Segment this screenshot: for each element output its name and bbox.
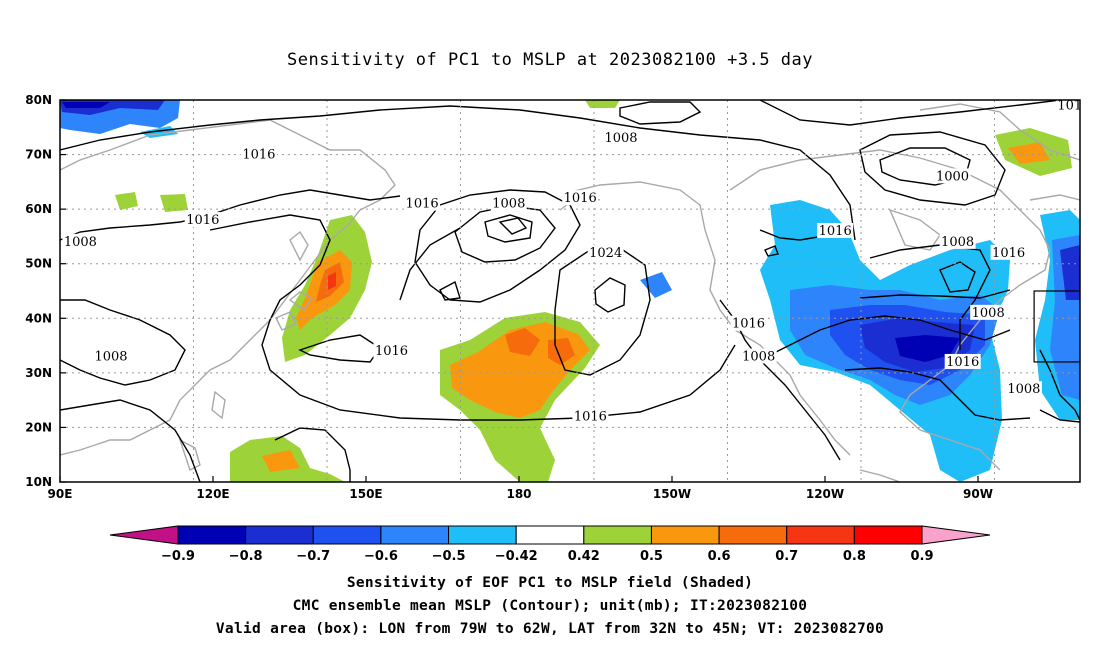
lon-tick-label: 90W [963, 487, 993, 501]
colorbar-swatch [853, 525, 923, 545]
colorbar-label: −0.7 [296, 549, 330, 564]
contour-label: 1008 [941, 235, 974, 250]
colorbar-swatch [177, 525, 247, 545]
contour-label: 1016 [819, 224, 852, 239]
colorbar-swatch [245, 525, 314, 545]
contour-label: 101 [1057, 98, 1082, 113]
colorbar-swatch [718, 525, 788, 545]
contour-label: 1016 [186, 213, 219, 228]
latitude-ticks: 80N 70N 60N 50N 40N 30N 20N 10N [25, 93, 66, 489]
contour-label-bg [404, 195, 441, 211]
contour-label-bg [587, 244, 624, 260]
contour-label-bg [373, 343, 410, 359]
contour-label: 1016 [732, 317, 765, 332]
contour-label: 1016 [242, 148, 275, 163]
contour-label-bg [240, 146, 277, 162]
lat-tick-label: 30N [25, 366, 52, 380]
contour-label: 1008 [64, 235, 97, 250]
contour-label-bg [490, 195, 527, 211]
contour-label: 1008 [94, 349, 127, 364]
colorbar-label: 0.7 [775, 549, 798, 564]
lat-tick-label: 70N [25, 148, 52, 162]
contour-label-bg [93, 348, 129, 364]
contour-label: 1016 [375, 344, 408, 359]
colorbar-label: 0.5 [640, 549, 663, 564]
colorbar-swatch [448, 525, 517, 545]
contour-label-bg [62, 233, 99, 249]
contour-label-bg [603, 130, 639, 146]
lon-tick-label: 120E [196, 487, 229, 501]
colorbar-label: 0.9 [910, 549, 933, 564]
contour-label: 1016 [406, 197, 439, 212]
colorbar-swatch [650, 525, 720, 545]
lat-tick-label: 10N [25, 475, 52, 489]
colorbar-extend-low [109, 525, 179, 545]
colorbar-label: −0.6 [364, 549, 398, 564]
caption-valid-area: Valid area (box): LON from 79W to 62W, L… [215, 621, 885, 637]
colorbar-label: −0.8 [229, 549, 263, 564]
colorbar-label: −0.42 [495, 549, 538, 564]
contour-label: 1008 [742, 349, 775, 364]
colorbar-swatch [583, 525, 652, 545]
longitude-ticks: 90E120E150E180150W120W90W60W [48, 476, 993, 501]
lat-tick-label: 40N [25, 311, 52, 325]
caption-shaded: Sensitivity of EOF PC1 to MSLP field (Sh… [346, 575, 754, 591]
contour-label: 1000 [936, 169, 969, 184]
lon-tick-label: 120W [806, 487, 844, 501]
lon-tick-label: 150E [349, 487, 382, 501]
lat-tick-label: 20N [25, 420, 52, 434]
contour-label: 1008 [604, 131, 637, 146]
contour-label-bg [1055, 100, 1080, 113]
contour-label: 1008 [1007, 382, 1040, 397]
lat-tick-label: 80N [25, 93, 52, 107]
contour-label-bg [990, 244, 1027, 260]
lat-tick-label: 60N [25, 202, 52, 216]
coastlines [60, 103, 1080, 482]
colorbar-label: −0.9 [161, 549, 195, 564]
colorbar-label: 0.42 [568, 549, 600, 564]
map-title: Sensitivity of PC1 to MSLP at 2023082100… [286, 50, 813, 70]
mslp-contours [60, 100, 1080, 482]
contour-label: 1008 [972, 306, 1005, 321]
colorbar-label: −0.5 [432, 549, 466, 564]
contour-label: 1016 [574, 410, 607, 425]
contour-label-bg [184, 212, 221, 228]
colorbar-swatch [380, 525, 450, 545]
contour-label-bg [740, 348, 777, 364]
contour-label-bg [730, 315, 767, 331]
colorbar-extend-high [921, 525, 991, 545]
colorbar-label: 0.6 [708, 549, 731, 564]
contour-label-bg [1005, 381, 1042, 397]
lat-tick-label: 50N [25, 257, 52, 271]
contour-label: 1008 [492, 197, 525, 212]
contour-label-bg [562, 190, 599, 206]
contour-label: 1016 [564, 191, 597, 206]
caption-contour: CMC ensemble mean MSLP (Contour); unit(m… [292, 598, 808, 614]
contour-label-bg [944, 353, 981, 369]
contour-label-bg [970, 304, 1007, 320]
lon-tick-label: 180 [506, 487, 531, 501]
contour-label: 1024 [589, 246, 622, 261]
colorbar-label: 0.8 [843, 549, 866, 564]
colorbar-swatch [515, 525, 585, 545]
contour-label-bg [572, 408, 609, 424]
valid-area-box [1033, 290, 1080, 363]
contour-label: 1016 [946, 355, 979, 370]
contour-label-bg [817, 222, 854, 238]
colorbar-swatch [786, 525, 855, 545]
contour-label-bg [934, 168, 971, 184]
lon-tick-label: 90E [48, 487, 73, 501]
contour-labels: 1016 1016 1008 1016 1008 1016 1008 1000 1016 1024… [62, 98, 1082, 425]
colorbar-swatch [312, 525, 382, 545]
colorbar: −0.9 −0.8 −0.7 −0.6 −0.5 −0.42 0.42 0.5 0.6 0.7 0.… [109, 525, 991, 564]
lon-tick-label: 150W [653, 487, 691, 501]
contour-label: 1016 [992, 246, 1025, 261]
contour-label-bg [939, 233, 976, 249]
